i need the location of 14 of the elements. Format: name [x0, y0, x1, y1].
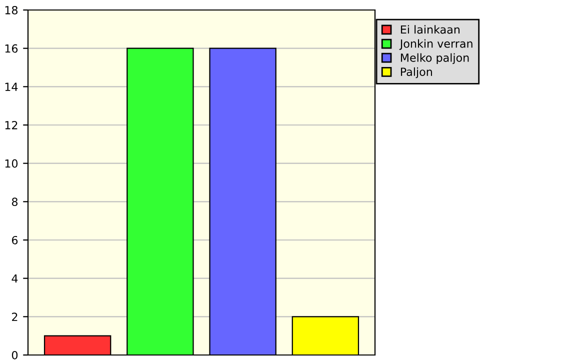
y-tick-label: 8 [12, 198, 18, 206]
legend-label: Melko paljon [400, 53, 469, 64]
y-tick-label: 2 [12, 312, 18, 321]
legend-label: Paljon [400, 67, 432, 78]
y-tick-label: 6 [12, 236, 18, 244]
y-tick-label: 16 [5, 44, 18, 53]
y-tick-label: 10 [5, 159, 18, 168]
y-tick-label: 4 [12, 274, 18, 283]
y-tick-label: 12 [5, 120, 18, 130]
y-tick-label: 0 [12, 350, 18, 360]
y-tick-label: 18 [5, 6, 18, 14]
y-tick-label: 14 [5, 82, 18, 91]
legend-label: Ei lainkaan [400, 25, 460, 34]
legend-label: Jonkin verran [399, 39, 472, 50]
